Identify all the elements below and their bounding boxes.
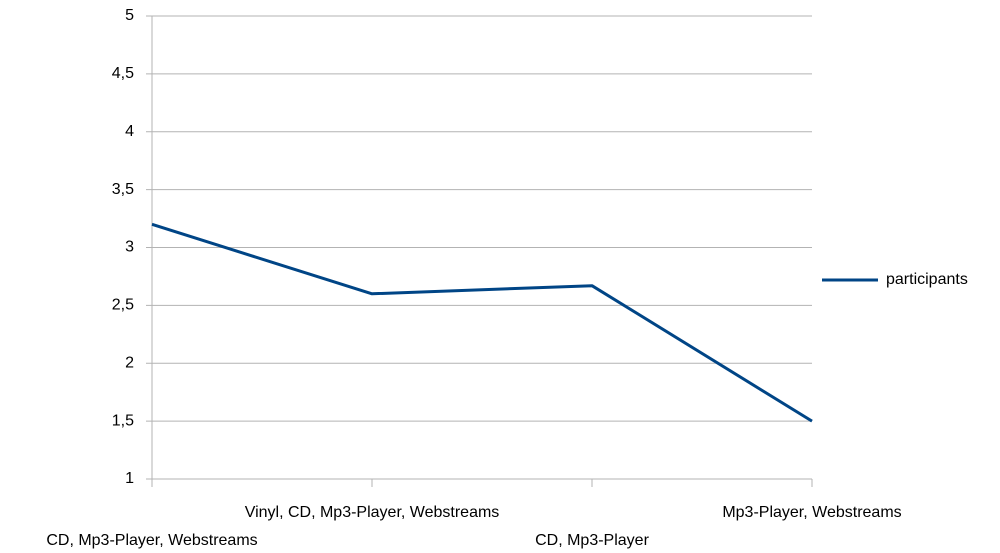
y-tick-label: 4 (125, 123, 134, 140)
x-tick-label: Mp3-Player, Webstreams (722, 504, 901, 521)
x-tick-label: CD, Mp3-Player, Webstreams (46, 532, 257, 549)
y-tick-label: 2,5 (112, 297, 134, 314)
legend-label: participants (886, 271, 968, 288)
y-tick-label: 1 (125, 470, 134, 487)
y-tick-label: 5 (125, 7, 134, 24)
x-tick-label: CD, Mp3-Player (535, 532, 649, 549)
y-tick-label: 3,5 (112, 181, 134, 198)
line-series (151, 222, 813, 423)
x-tick-label: Vinyl, CD, Mp3-Player, Webstreams (245, 504, 500, 521)
y-tick-label: 1,5 (112, 412, 134, 429)
y-tick-label: 2 (125, 354, 134, 371)
y-tick-label: 3 (125, 239, 134, 256)
y-tick-label: 4,5 (112, 65, 134, 82)
